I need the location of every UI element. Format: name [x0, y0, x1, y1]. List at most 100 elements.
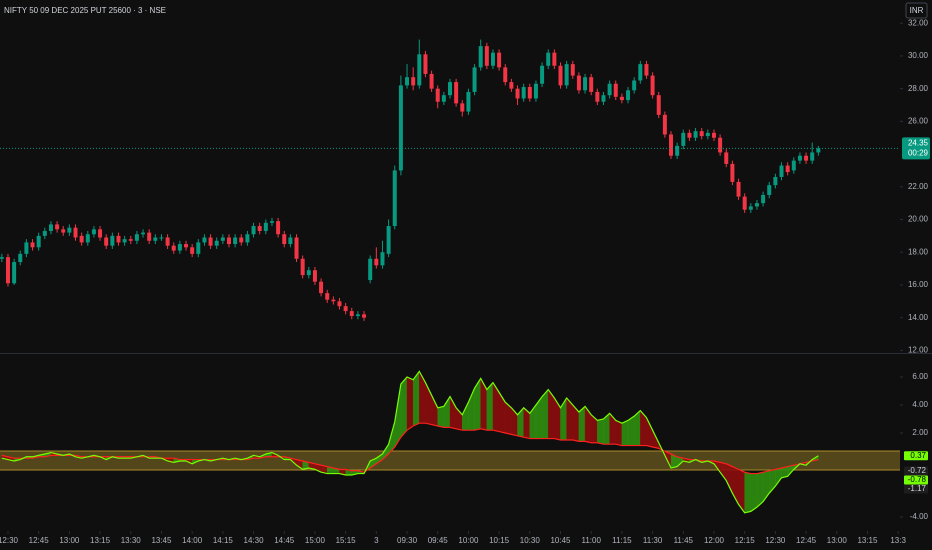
candle-body	[490, 52, 495, 66]
candle-body	[540, 65, 545, 84]
y-tick-label: 30.00	[908, 51, 929, 60]
candle-body	[325, 293, 330, 300]
candle-body	[42, 230, 47, 236]
candle-body	[589, 77, 594, 92]
candle-body	[533, 83, 538, 99]
candle-body	[165, 237, 170, 246]
x-tick-label: 15:15	[336, 536, 357, 545]
candle-body	[515, 88, 520, 99]
candle-body	[644, 64, 649, 76]
candle-body	[355, 314, 360, 317]
candle-body	[423, 54, 428, 74]
x-tick-label: 12:30	[765, 536, 786, 545]
x-tick-label: 13:15	[857, 536, 878, 545]
candle-body	[110, 235, 115, 246]
candle-body	[785, 165, 790, 173]
value-marker	[904, 475, 928, 485]
candle-body	[417, 54, 422, 86]
candle-body	[810, 152, 815, 161]
candle-body	[257, 226, 262, 231]
candle-body	[699, 131, 704, 137]
fill-segment	[437, 406, 445, 428]
candle-body	[85, 234, 90, 243]
currency-button[interactable]	[905, 2, 928, 19]
candle-body	[116, 235, 121, 243]
candle-body	[153, 237, 158, 241]
y-tick-label: 20.00	[908, 215, 929, 224]
candle-body	[448, 82, 452, 96]
candle-body	[405, 77, 410, 86]
candle-body	[460, 103, 465, 112]
candle-body	[503, 67, 508, 83]
candle-body	[441, 95, 446, 102]
x-tick-label: 3	[374, 536, 379, 545]
x-tick-label: 10:45	[550, 536, 571, 545]
candle-body	[472, 67, 477, 92]
currency-label[interactable]: INR	[910, 6, 924, 15]
value-marker-label: -0.72	[908, 466, 927, 475]
x-tick-label: 10:15	[489, 536, 510, 545]
x-tick-label: 11:15	[612, 536, 632, 545]
candle-body	[147, 232, 152, 241]
candle-body	[18, 253, 23, 263]
candle-body	[276, 221, 281, 235]
value-marker-label: -1.17	[908, 484, 927, 493]
x-tick-label: 14:30	[244, 536, 265, 545]
candle-body	[282, 234, 287, 245]
candle-body	[398, 85, 403, 171]
candle-body	[98, 229, 103, 238]
candle-body	[687, 132, 692, 138]
candle-body	[454, 82, 459, 104]
x-tick-label: 13:00	[59, 536, 80, 545]
candle-body	[73, 227, 78, 238]
x-tick-label: 12:00	[704, 536, 725, 545]
x-tick-label: 11:45	[674, 536, 694, 545]
candle-body	[583, 77, 588, 91]
candle-body	[91, 229, 96, 235]
x-tick-label: 12:15	[735, 536, 756, 545]
candle-body	[319, 281, 324, 294]
candle-body	[558, 65, 563, 86]
candle-body	[233, 237, 238, 245]
candle-body	[773, 176, 778, 186]
candle-body	[61, 229, 66, 233]
candle-body	[736, 181, 741, 197]
candle-body	[294, 237, 299, 259]
candle-body	[386, 226, 391, 254]
y-tick-label: 22.00	[908, 182, 929, 191]
candle-body	[392, 170, 397, 227]
price-pane	[0, 39, 900, 321]
x-tick-label: 09:45	[428, 536, 449, 545]
last-price-box	[902, 137, 930, 160]
candle-body	[12, 262, 17, 284]
value-marker-label: -0.78	[908, 475, 927, 484]
x-tick-label: 12:45	[796, 536, 817, 545]
candle-body	[24, 242, 29, 254]
candle-body	[5, 257, 10, 284]
y-tick-label: 28.00	[908, 84, 929, 93]
candle-body	[300, 258, 305, 276]
x-tick-label: 14:45	[274, 536, 295, 545]
candle-body	[177, 244, 182, 251]
candle-body	[613, 83, 618, 97]
value-marker	[904, 451, 928, 461]
candle-body	[171, 245, 176, 251]
candle-body	[196, 242, 201, 254]
candle-body	[67, 227, 72, 233]
candle-body	[429, 73, 434, 89]
x-tick-label: 13:15	[90, 536, 111, 545]
candle-body	[509, 82, 514, 89]
candle-body	[263, 222, 268, 231]
candle-body	[220, 237, 225, 241]
candle-body	[245, 234, 250, 243]
candle-body	[619, 96, 624, 101]
axes: 32.0030.0028.0026.0022.0020.0018.0016.00…	[0, 18, 930, 545]
candle-body	[202, 237, 207, 243]
candle-body	[669, 134, 674, 156]
oscillator-pane	[0, 370, 900, 514]
x-tick-label: 10:30	[520, 536, 541, 545]
candle-body	[184, 244, 189, 248]
